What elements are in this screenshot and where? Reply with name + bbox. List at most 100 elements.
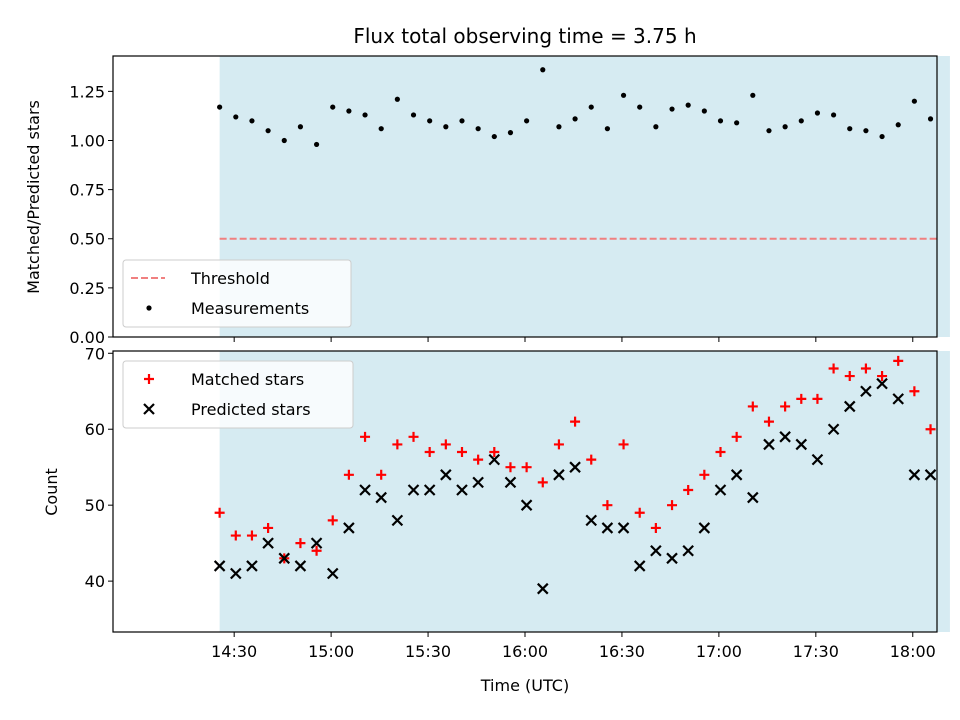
predicted-stars-point <box>779 431 791 443</box>
top-plot-area <box>217 67 937 240</box>
matched-stars-point <box>424 447 435 458</box>
measurements-point <box>265 128 271 134</box>
matched-stars-point <box>537 477 548 488</box>
matched-stars-point <box>360 431 371 442</box>
predicted-stars-point <box>876 377 888 390</box>
bottom-y-tick-label: 70 <box>85 344 105 363</box>
matched-stars-point <box>553 439 564 450</box>
measurements-point <box>378 126 384 132</box>
predicted-stars-point <box>843 400 856 413</box>
top-y-tick-label: 0.75 <box>69 181 105 200</box>
predicted-stars-point <box>585 514 598 527</box>
predicted-stars-point <box>359 484 371 496</box>
measurements-point <box>249 118 255 124</box>
matched-stars-point <box>586 454 597 465</box>
predicted-stars-point <box>860 385 872 398</box>
matched-stars-point <box>844 371 855 382</box>
legend-predicted-swatch <box>143 403 155 415</box>
matched-stars-point <box>828 363 839 374</box>
top-y-tick-label: 0.00 <box>69 328 105 347</box>
matched-stars-point <box>860 363 871 374</box>
matched-stars-point <box>699 469 710 480</box>
measurements-point <box>798 118 804 124</box>
measurements-point <box>410 112 417 118</box>
predicted-stars-point <box>650 544 662 557</box>
matched-stars-point <box>440 439 451 450</box>
predicted-stars-point <box>407 484 420 496</box>
bottom-y-tick-label: 40 <box>85 572 105 591</box>
measurements-point <box>491 133 497 140</box>
matched-stars-point <box>263 522 274 533</box>
matched-stars-point <box>214 507 225 518</box>
top-legend: Threshold Measurements <box>122 259 352 328</box>
predicted-stars-point <box>488 453 501 466</box>
predicted-stars-point <box>472 476 484 489</box>
top-y-tick-label: 1.25 <box>69 82 105 101</box>
predicted-stars-point <box>827 423 840 436</box>
measurements-point <box>637 104 643 110</box>
matched-stars-point <box>925 424 936 435</box>
matched-stars-point <box>618 439 629 450</box>
measurements-point <box>701 108 707 114</box>
predicted-stars-point <box>569 461 581 473</box>
measurements-point <box>217 104 223 110</box>
measurements-point <box>782 124 788 130</box>
measurements-point <box>717 118 724 124</box>
x-tick-label: 14:30 <box>211 642 257 661</box>
measurements-point <box>685 102 691 108</box>
matched-stars-point <box>230 530 241 541</box>
measurements-point <box>620 92 627 98</box>
measurements-point <box>863 128 869 134</box>
predicted-stars-point <box>553 469 565 481</box>
matched-stars-point <box>521 462 532 473</box>
matched-stars-point <box>489 447 500 458</box>
measurements-point <box>879 133 885 140</box>
matched-stars-point <box>893 355 904 366</box>
measurements-point <box>588 104 594 110</box>
predicted-stars-point <box>811 453 824 466</box>
matched-stars-point <box>667 500 678 511</box>
predicted-stars-point <box>456 484 468 496</box>
top-y-tick-label: 1.00 <box>69 131 105 150</box>
predicted-stars-point <box>601 522 614 534</box>
predicted-stars-point <box>440 469 452 481</box>
predicted-stars-point <box>763 438 775 451</box>
top-y-tick-label: 0.50 <box>69 230 105 249</box>
measurements-point <box>556 124 562 130</box>
predicted-stars-point <box>698 522 711 534</box>
predicted-stars-point <box>423 484 436 496</box>
predicted-stars-point <box>230 567 242 580</box>
matched-stars-point <box>473 454 484 465</box>
x-tick-label: 17:30 <box>793 642 839 661</box>
measurements-point <box>830 112 837 118</box>
x-tick-label: 15:00 <box>308 642 354 661</box>
matched-stars-point <box>408 431 419 442</box>
predicted-stars-point <box>633 560 646 572</box>
matched-stars-point <box>731 431 742 442</box>
measurements-point <box>297 124 304 130</box>
legend-matched-swatch <box>144 374 154 384</box>
measurements-point <box>847 126 853 132</box>
matched-stars-point <box>376 469 387 480</box>
legend-matched-label: Matched stars <box>191 370 304 389</box>
matched-stars-point <box>570 416 581 427</box>
predicted-stars-point <box>310 537 323 549</box>
matched-stars-point <box>747 401 758 412</box>
measurements-point <box>362 112 368 118</box>
top-panel-ylabel: Matched/Predicted stars <box>24 100 43 294</box>
predicted-stars-point <box>714 484 727 496</box>
predicted-stars-point <box>924 469 937 481</box>
bottom-legend: Matched stars Predicted stars <box>122 360 354 429</box>
top-y-tick-label: 0.25 <box>69 279 105 298</box>
matched-stars-point <box>456 447 467 458</box>
predicted-stars-point <box>391 514 404 527</box>
measurements-point <box>604 126 611 132</box>
predicted-stars-point <box>278 552 291 565</box>
matched-stars-point <box>295 538 306 549</box>
measurements-point <box>507 130 514 136</box>
measurements-point <box>475 126 481 132</box>
matched-stars-point <box>327 515 338 526</box>
matched-stars-point <box>796 393 807 404</box>
matched-stars-point <box>780 401 791 412</box>
matched-stars-point <box>246 530 257 541</box>
